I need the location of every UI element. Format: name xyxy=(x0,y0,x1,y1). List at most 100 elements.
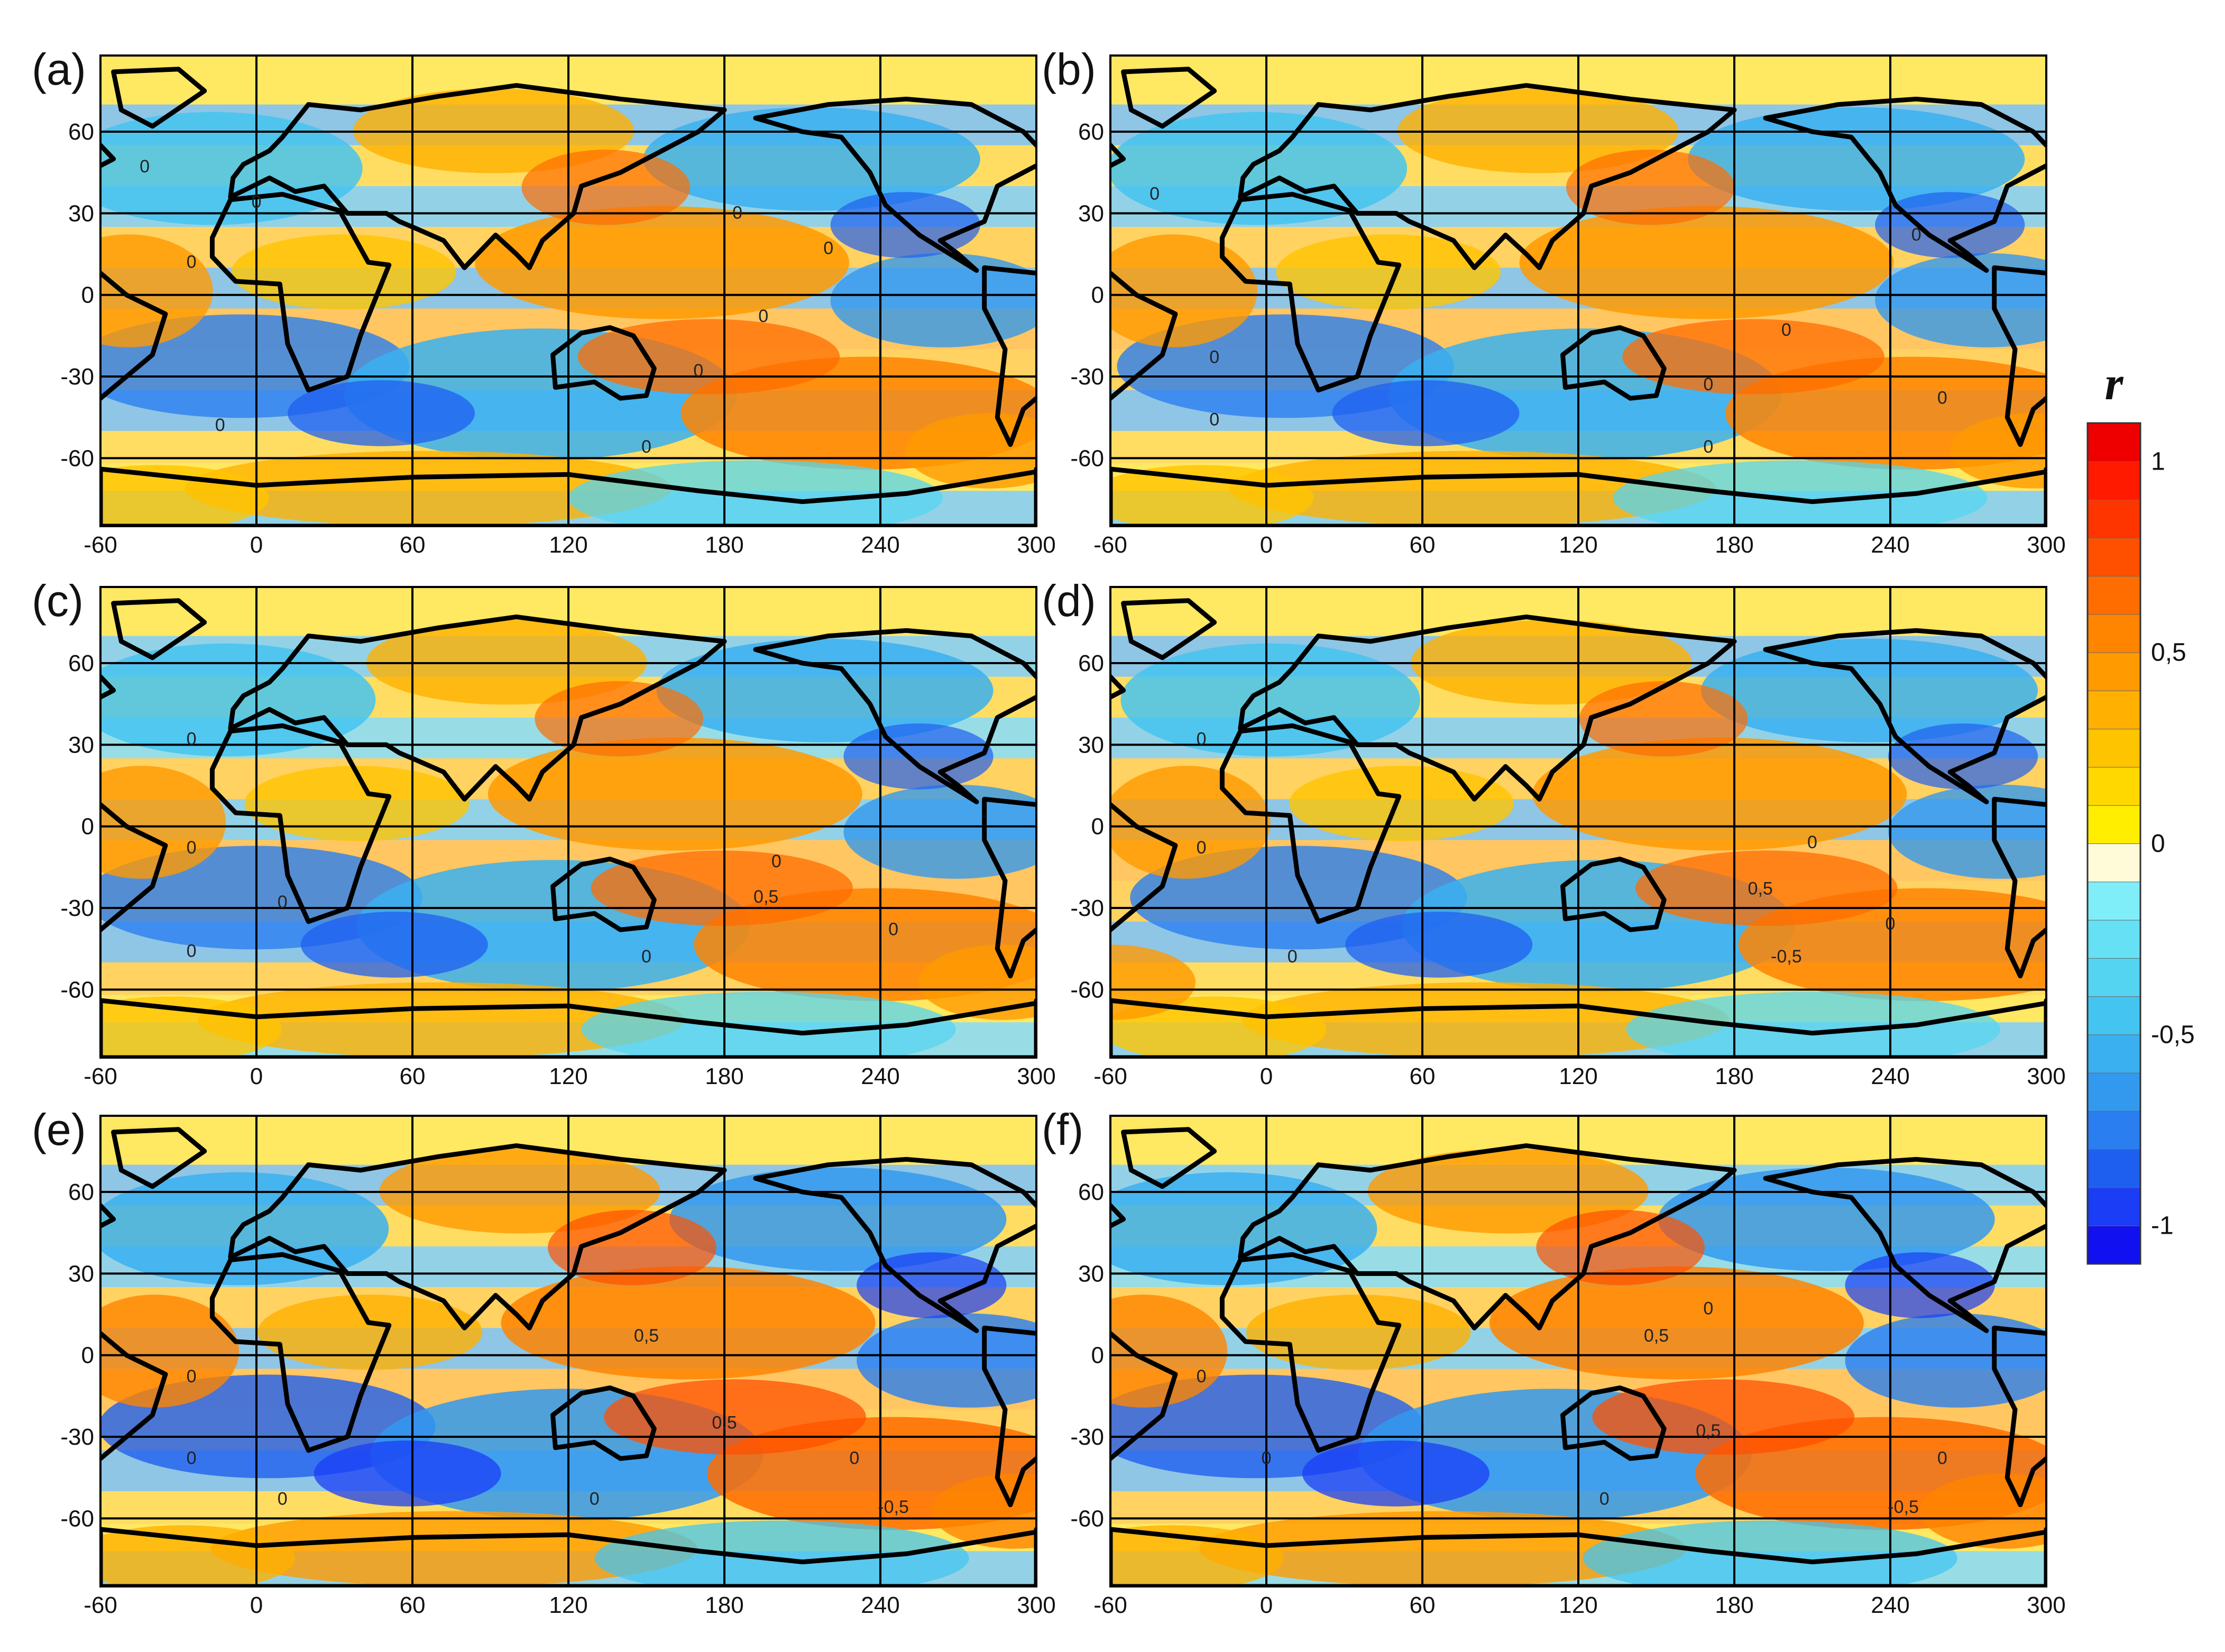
x-tick-label: 180 xyxy=(705,1592,743,1618)
field-blob xyxy=(1845,1313,2046,1408)
coastlines xyxy=(100,598,1036,1058)
colorbar-segment xyxy=(2087,1187,2141,1226)
y-tick-label: 60 xyxy=(68,1179,94,1205)
field-blob xyxy=(1566,150,1735,225)
x-tick-label: -60 xyxy=(84,1063,117,1089)
field-blob xyxy=(100,1295,239,1408)
colorbar-segment xyxy=(2087,690,2141,730)
field-blob xyxy=(198,982,685,1058)
x-tick-label: 60 xyxy=(400,1592,426,1618)
field-blob xyxy=(1579,681,1748,757)
graticule xyxy=(1109,56,2047,526)
coastline-greenland xyxy=(111,1127,207,1189)
x-tick-label: 180 xyxy=(1715,1063,1753,1089)
x-tick-label: 300 xyxy=(2027,1063,2065,1089)
x-tick-label: 300 xyxy=(2027,532,2065,558)
contour-label: 0 xyxy=(823,238,833,259)
contour-label: -0,5 xyxy=(878,1497,909,1517)
field-blob xyxy=(1110,1295,1228,1408)
coastline-americas-south xyxy=(1110,271,1178,402)
y-tick-label: 60 xyxy=(68,650,94,676)
coastline-africa xyxy=(209,1252,392,1453)
field-blob xyxy=(258,1295,483,1370)
coastline-antarctica xyxy=(1110,998,2046,1058)
field-blob xyxy=(1110,112,1408,225)
x-tick-label: 300 xyxy=(2027,1592,2065,1618)
field-blob xyxy=(1658,1167,1995,1271)
field-blob xyxy=(1110,234,1257,347)
x-tick-label: 240 xyxy=(861,1063,899,1089)
colorbar: 1 0,5 0 -0,5 -1 r xyxy=(2086,357,2195,1265)
field-blob xyxy=(488,737,862,851)
field-blob xyxy=(1242,982,1729,1058)
colorbar-segment xyxy=(2087,920,2141,959)
x-tick-label: 120 xyxy=(1559,1063,1597,1089)
field-blob xyxy=(100,1172,389,1286)
field-blob xyxy=(1332,380,1520,446)
coastline-americas-south xyxy=(100,802,168,933)
coastline-africa xyxy=(2158,726,2225,921)
x-tick-label: 240 xyxy=(861,532,899,558)
colorbar-tick-label: 1 xyxy=(2151,447,2165,475)
y-tick-label: -30 xyxy=(60,1424,94,1450)
contour-label: 0 xyxy=(1781,320,1791,340)
colorbar-tick-label: 0,5 xyxy=(2151,639,2186,667)
coastline-australia xyxy=(1560,1385,1667,1461)
coastline-americas-south xyxy=(982,265,1036,447)
colorbar-segment xyxy=(2087,1149,2141,1188)
contour-label: 0 xyxy=(771,851,781,871)
field-blob xyxy=(300,912,488,978)
colorbar-segment xyxy=(2087,1072,2141,1112)
coastline-greenland xyxy=(2059,69,2150,126)
y-tick-label: 30 xyxy=(68,732,94,758)
field-blob xyxy=(843,784,1036,879)
coastline-americas-north xyxy=(100,1202,116,1229)
contour-label: 0 xyxy=(1886,914,1896,934)
contour-label: 0,5 xyxy=(1696,1421,1721,1441)
field-blob xyxy=(100,1525,296,1586)
x-tick-label: -60 xyxy=(84,532,117,558)
x-tick-label: 60 xyxy=(400,1063,426,1089)
coastline-africa xyxy=(1219,1252,1402,1453)
x-tick-label: 240 xyxy=(1871,1592,1909,1618)
colorbar-title: r xyxy=(2104,357,2123,410)
contour-label: -0,5 xyxy=(1888,1497,1919,1517)
y-tick-label: 60 xyxy=(1078,1179,1104,1205)
coastline-americas-south xyxy=(1110,802,1178,933)
contour-label: 0 xyxy=(1703,1299,1713,1319)
field-blob xyxy=(1489,1266,1864,1380)
coastline-antarctica xyxy=(1110,1527,2046,1586)
coastline-africa xyxy=(1219,191,1402,393)
field-blob xyxy=(1583,1520,1957,1586)
field-blob xyxy=(1688,107,2025,211)
panel-label: (b) xyxy=(1042,44,1096,94)
x-tick-label: 60 xyxy=(1410,1592,1436,1618)
colorbar-tick-label: 0 xyxy=(2151,830,2165,858)
field-blob xyxy=(100,112,363,225)
panel-frame xyxy=(99,1115,1037,1587)
colorbar-segment xyxy=(2087,461,2141,500)
field-blob xyxy=(1110,1172,1377,1286)
coastline-eurasia xyxy=(2176,1146,2225,1328)
field-blob xyxy=(1120,643,1420,757)
contour-label: 0 xyxy=(1197,838,1207,858)
x-tick-label: 240 xyxy=(1871,1063,1909,1089)
x-tick-label: 0 xyxy=(1260,1592,1273,1618)
field-blob xyxy=(1519,206,1894,319)
coastline-americas-south xyxy=(1110,1331,1178,1462)
coastline-antarctica xyxy=(100,466,1036,526)
y-tick-label: -30 xyxy=(1070,1424,1104,1450)
contour-label: 0 xyxy=(215,415,225,435)
contour-label: 0 xyxy=(187,252,197,272)
contour-label: 0 xyxy=(1262,1448,1272,1468)
x-tick-label: 60 xyxy=(1410,532,1436,558)
y-tick-label: 60 xyxy=(68,119,94,145)
contour-label: 0 xyxy=(1197,729,1207,749)
coastline-greenland xyxy=(111,598,207,660)
coastline-americas-south xyxy=(100,1331,168,1462)
x-tick-label: 300 xyxy=(1017,1592,1055,1618)
